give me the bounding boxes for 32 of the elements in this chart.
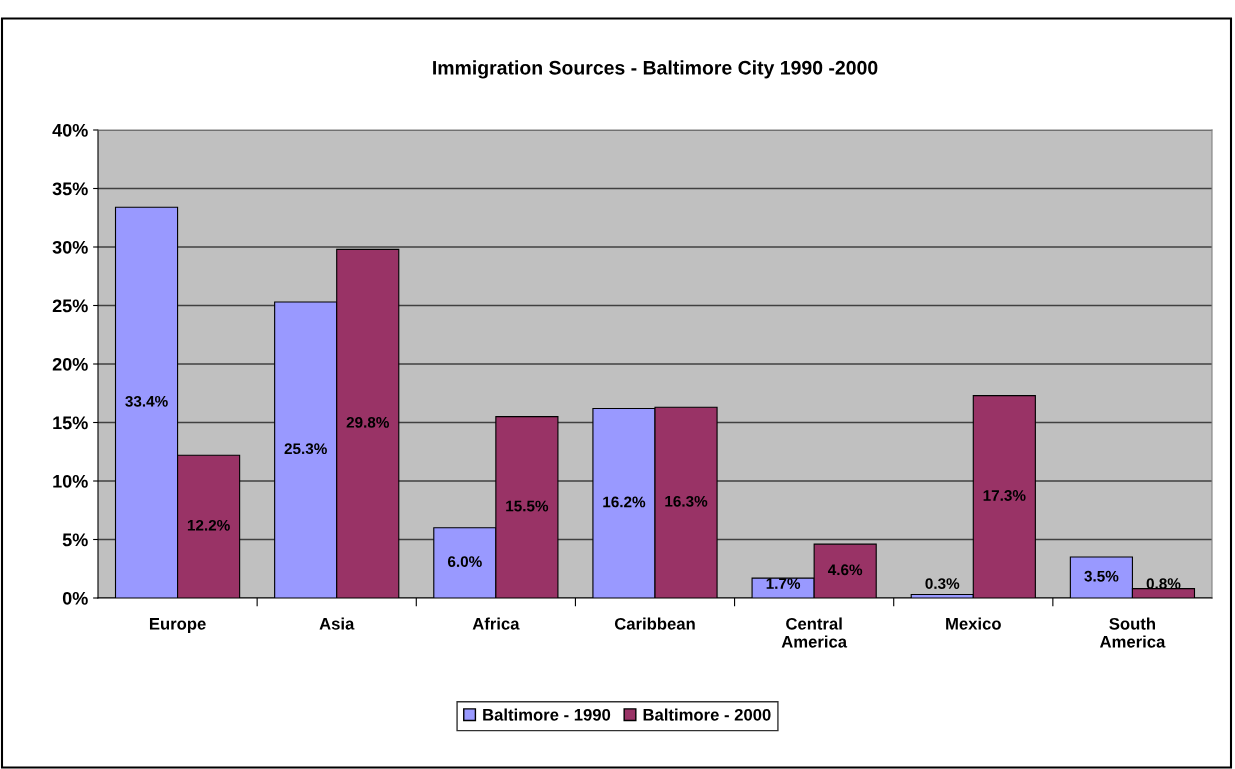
data-label: 3.5% xyxy=(1084,570,1119,582)
data-label: 29.8% xyxy=(346,416,390,428)
x-tick-label: South America xyxy=(1099,617,1166,648)
legend-label: Baltimore - 1990 xyxy=(483,708,611,721)
y-tick-label: 20% xyxy=(52,357,88,371)
data-label: 16.3% xyxy=(665,495,708,507)
data-label: 15.5% xyxy=(506,500,549,512)
legend-label: Baltimore - 2000 xyxy=(643,708,771,721)
data-label: 0.3% xyxy=(925,578,960,590)
x-tick-label: Africa xyxy=(472,617,520,630)
x-tick-label: Asia xyxy=(319,617,355,630)
y-tick-label: 0% xyxy=(62,591,88,605)
data-label: 16.2% xyxy=(603,496,646,508)
data-label: 4.6% xyxy=(828,564,863,576)
y-tick-label: 25% xyxy=(52,299,88,313)
y-tick-label: 10% xyxy=(53,474,88,488)
data-label: 12.2% xyxy=(187,519,230,531)
x-tick-label: Central America xyxy=(781,617,848,648)
data-label: 17.3% xyxy=(983,490,1026,501)
y-tick-label: 40% xyxy=(52,123,88,137)
data-label: 25.3% xyxy=(284,443,327,455)
y-tick-label: 5% xyxy=(62,533,88,547)
y-tick-label: 15% xyxy=(53,416,88,430)
y-tick-label: 30% xyxy=(52,240,88,254)
x-tick-label: Caribbean xyxy=(614,617,695,630)
data-label: 1.7% xyxy=(766,578,801,589)
y-tick-label: 35% xyxy=(52,182,88,196)
x-tick-label: Europe xyxy=(149,618,206,633)
data-label: 6.0% xyxy=(447,556,482,567)
x-tick-label: Mexico xyxy=(946,617,1001,630)
chart-title: Immigration Sources - Baltimore City 1990 -2000 xyxy=(433,60,878,79)
data-label: 33.4% xyxy=(125,395,168,407)
